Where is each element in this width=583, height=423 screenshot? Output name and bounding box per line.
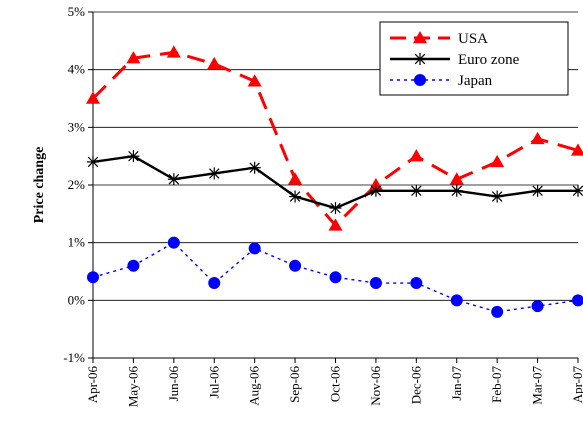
x-tick-labels: Apr-06 May-06 Jun-06 Jul-06 Aug-06 Sep-06 Oct-…: [85, 366, 583, 408]
point-japan: [531, 300, 544, 313]
point-euro-zone: [329, 202, 342, 215]
x-tick-label: Feb-07: [489, 366, 504, 403]
point-japan: [410, 277, 423, 290]
point-euro-zone: [410, 184, 423, 197]
point-euro-zone: [208, 167, 221, 180]
y-axis-label: Price change: [32, 147, 47, 224]
point-japan: [208, 277, 221, 290]
point-usa: [86, 91, 100, 104]
point-usa: [126, 51, 141, 64]
y-tick-label: 4%: [68, 62, 86, 77]
point-usa: [490, 154, 505, 168]
point-japan: [450, 294, 463, 307]
y-tick-label: 2%: [68, 177, 86, 192]
point-usa: [328, 218, 343, 231]
point-euro-zone: [167, 173, 180, 186]
point-usa: [530, 131, 545, 145]
point-usa: [247, 74, 262, 87]
point-euro-zone: [572, 184, 583, 197]
point-euro-zone: [87, 155, 99, 168]
series-usa: [86, 45, 583, 231]
y-tick-label: -1%: [63, 350, 85, 365]
x-tick-label: Apr-07: [570, 366, 583, 404]
point-japan: [369, 277, 382, 290]
y-tick-label: 3%: [68, 119, 86, 134]
point-usa: [449, 172, 464, 185]
point-japan: [248, 242, 261, 255]
point-euro-zone: [491, 190, 504, 203]
point-japan: [572, 294, 583, 307]
legend: USA Euro zone Japan: [379, 21, 569, 96]
point-japan: [167, 236, 180, 249]
axes: [88, 11, 579, 363]
x-tick-label: Nov-06: [368, 366, 383, 406]
point-usa: [207, 56, 222, 70]
legend-marker-usa: [413, 31, 427, 44]
point-usa: [571, 143, 583, 156]
y-tick-label: 1%: [68, 235, 86, 250]
x-tick-label: Mar-07: [530, 366, 545, 405]
legend-marker-japan: [414, 74, 426, 86]
point-euro-zone: [127, 150, 140, 163]
point-japan: [87, 271, 99, 284]
series-lines: [86, 45, 583, 318]
x-tick-label: Oct-06: [328, 366, 343, 403]
point-usa: [166, 45, 181, 58]
y-tick-label: 5%: [68, 4, 86, 19]
legend-label-japan: Japan: [458, 73, 493, 89]
point-japan: [491, 305, 504, 318]
point-euro-zone: [289, 190, 302, 203]
x-tick-label: Jun-06: [166, 366, 181, 402]
point-japan: [127, 259, 140, 272]
legend-marker-euro-zone: [414, 53, 426, 65]
y-tick-labels: -1% 0% 1% 2% 3% 4% 5%: [63, 4, 85, 365]
series-japan: [87, 236, 583, 318]
point-japan: [329, 271, 342, 284]
series-euro-zone: [87, 150, 583, 215]
point-euro-zone: [369, 184, 382, 197]
x-tick-label: Sep-06: [287, 366, 302, 403]
x-tick-label: Dec-06: [408, 366, 423, 405]
x-tick-label: Aug-06: [247, 366, 262, 406]
x-tick-label: May-06: [125, 366, 140, 408]
legend-label-usa: USA: [458, 31, 488, 47]
point-euro-zone: [248, 161, 261, 174]
y-tick-label: 0%: [68, 292, 86, 307]
point-japan: [289, 259, 302, 272]
x-tick-label: Apr-06: [85, 366, 100, 404]
point-usa: [288, 172, 303, 185]
x-tick-label: Jan-07: [449, 366, 464, 401]
point-euro-zone: [450, 184, 463, 197]
point-euro-zone: [531, 184, 544, 197]
point-usa: [409, 149, 424, 162]
legend-label-euro-zone: Euro zone: [458, 52, 520, 68]
x-tick-label: Jul-06: [206, 366, 221, 399]
